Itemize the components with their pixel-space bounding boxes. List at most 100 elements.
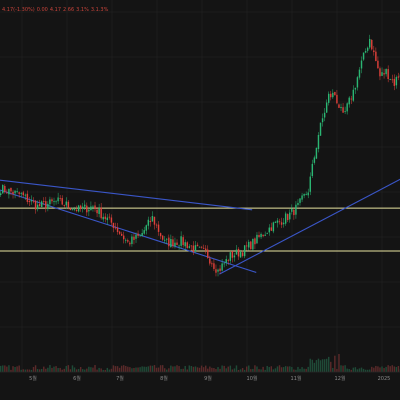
volume-bar — [47, 367, 49, 372]
candle-body — [69, 208, 72, 210]
header-low: 2.66 — [63, 7, 75, 13]
candle-body — [159, 233, 162, 237]
candle-body — [278, 221, 281, 223]
volume-bar — [342, 365, 344, 372]
volume-bar — [211, 367, 213, 372]
volume-bar — [120, 365, 123, 372]
candle-body — [2, 184, 4, 194]
candle-body — [250, 241, 252, 250]
candle-body — [328, 93, 330, 103]
volume-bar — [323, 359, 326, 372]
trendlines[interactable] — [0, 175, 400, 275]
horizontal-levels[interactable] — [0, 207, 400, 252]
candle-body — [311, 163, 314, 177]
trendline — [219, 178, 400, 275]
volume-bar — [241, 368, 244, 372]
volume-bar — [20, 369, 22, 372]
volume-bar — [231, 369, 234, 372]
candle-body — [375, 51, 377, 61]
candle-body — [184, 242, 186, 247]
candle-body — [213, 263, 215, 269]
candle-body — [358, 69, 361, 78]
volume-bar — [287, 366, 289, 372]
volume-bar — [34, 365, 37, 372]
candle-body — [360, 60, 363, 69]
candle-body — [258, 235, 260, 237]
candle-body — [254, 238, 256, 245]
candle-body — [233, 255, 236, 258]
volume-bar — [223, 365, 225, 372]
candle-body — [168, 237, 170, 247]
candle-body — [20, 193, 22, 194]
candle-body — [133, 236, 135, 240]
candle-body — [145, 225, 147, 231]
volume-bar — [145, 366, 147, 372]
candle-body — [90, 206, 92, 211]
candle-body — [102, 216, 104, 220]
volume-bar — [75, 369, 78, 372]
volume-bar — [395, 366, 398, 372]
volume-bar — [139, 367, 141, 372]
candle-body — [59, 197, 61, 199]
candle-body — [330, 93, 332, 98]
candle-body — [241, 252, 244, 256]
candle-body — [200, 246, 203, 248]
volume-bar — [319, 360, 322, 372]
candle-body — [108, 216, 111, 218]
candle-body — [344, 110, 346, 112]
x-tick-label: 5월 — [29, 375, 37, 382]
candle-body — [239, 251, 242, 258]
volume-bar — [22, 369, 24, 372]
volume-bar — [118, 367, 121, 372]
candle-body — [266, 232, 268, 234]
candle-body — [137, 233, 139, 236]
volume-bar — [26, 369, 29, 372]
candle-body — [45, 201, 47, 209]
volume-bar — [190, 365, 193, 372]
volume-bar — [246, 366, 248, 372]
x-tick-label: 2025 — [378, 376, 391, 382]
candle-body — [270, 227, 273, 231]
candle-body — [256, 234, 258, 244]
volume-bar — [397, 365, 400, 372]
volume-bar — [71, 365, 74, 372]
candle-body — [170, 239, 172, 248]
volume-bar — [289, 366, 291, 372]
candle-body — [112, 222, 115, 228]
volume-bar — [141, 366, 143, 372]
volume-bar — [18, 365, 20, 372]
volume-bar — [297, 366, 299, 372]
candle-body — [295, 204, 297, 215]
candle-body — [274, 221, 277, 223]
volume-bar — [51, 367, 53, 372]
volume-bar — [348, 369, 350, 372]
candle-body — [194, 245, 197, 252]
volume-bar — [188, 365, 191, 372]
volume-bar — [170, 365, 172, 372]
volume-bar — [215, 369, 217, 372]
candle-body — [252, 238, 254, 250]
candle-body — [24, 194, 27, 196]
volume-bar — [100, 368, 102, 372]
candle-body — [63, 205, 65, 207]
candle-body — [110, 217, 113, 223]
candle-body — [289, 212, 291, 220]
candle-body — [116, 227, 119, 232]
volume-bar — [149, 365, 152, 372]
volume-bar — [207, 368, 209, 372]
volume-bar — [321, 359, 324, 372]
candle-body — [229, 252, 232, 261]
volume-bar — [344, 365, 346, 372]
volume-bar — [194, 366, 197, 372]
volume-bar — [143, 366, 145, 372]
volume-bar — [164, 368, 166, 372]
volume-bar — [61, 369, 63, 372]
candle-body — [120, 233, 123, 236]
candle-body — [143, 230, 145, 234]
candle-body — [325, 102, 328, 113]
volume-bar — [227, 366, 229, 372]
candle-body — [180, 236, 182, 246]
candle-body — [51, 199, 53, 202]
volume-bar — [371, 366, 373, 372]
